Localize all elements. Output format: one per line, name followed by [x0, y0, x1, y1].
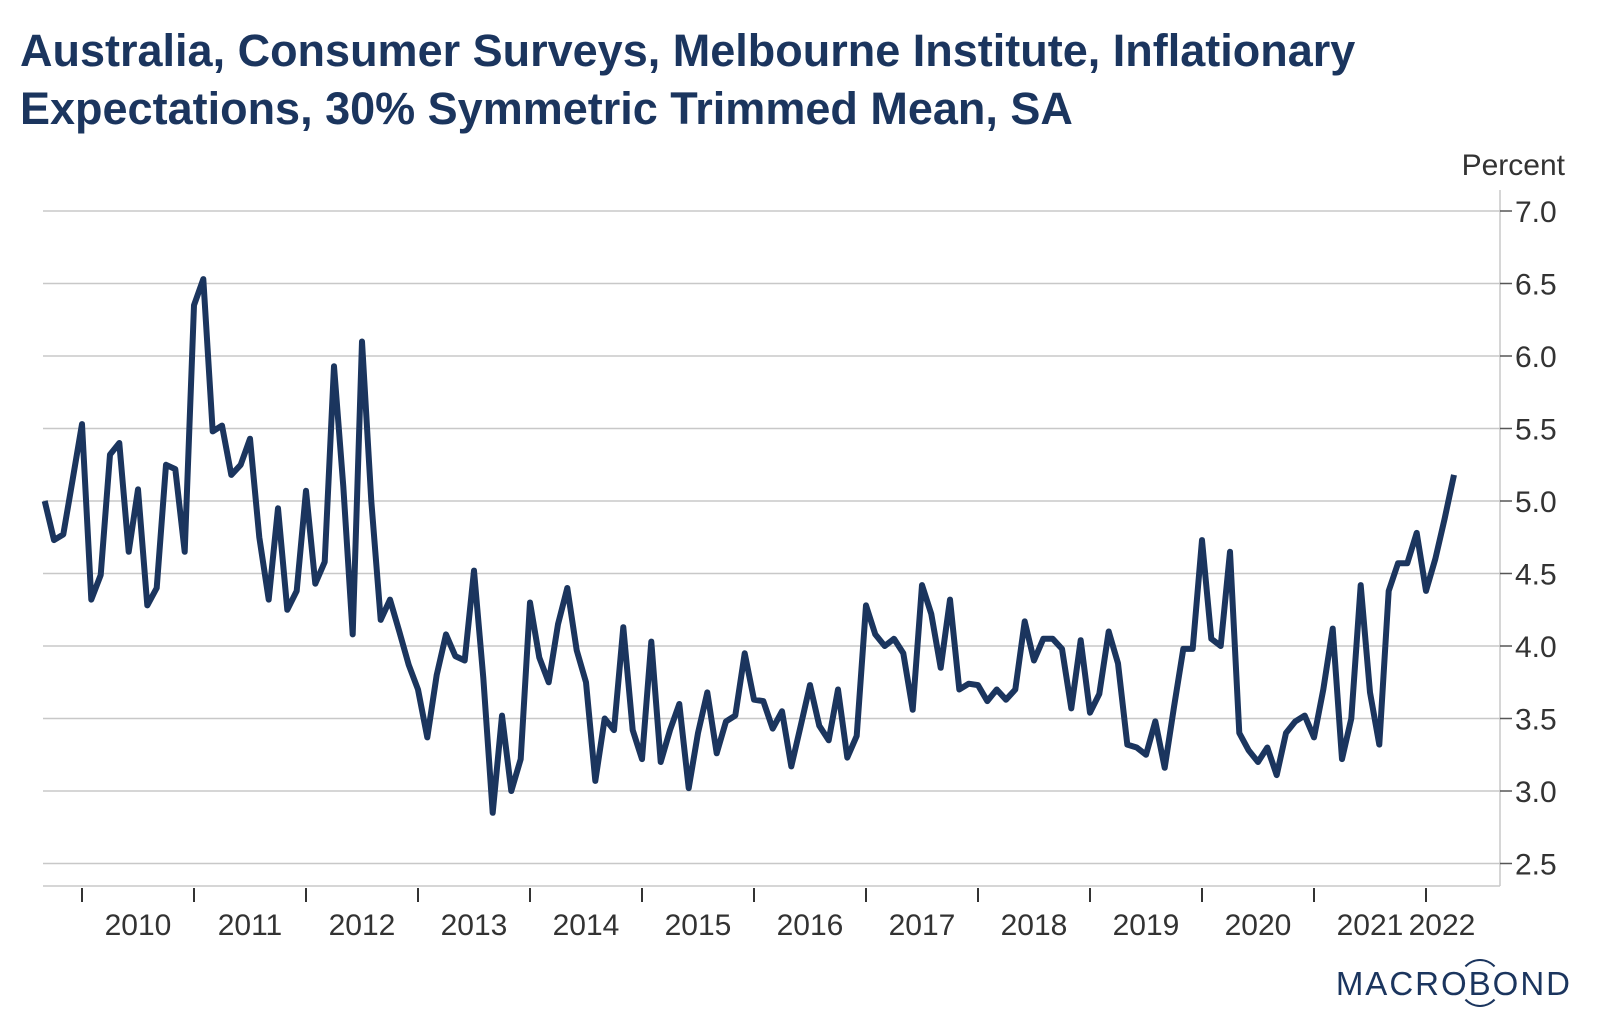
- x-tick-label: 2018: [1001, 909, 1068, 942]
- logo-arc-icon: [1457, 959, 1502, 1007]
- x-tick-label: 2013: [441, 909, 508, 942]
- y-tick-label: 7.0: [1515, 196, 1557, 229]
- x-tick-label: 2017: [889, 909, 956, 942]
- y-axis-unit-label: Percent: [1462, 149, 1566, 182]
- chart-title: Australia, Consumer Surveys, Melbourne I…: [20, 25, 1356, 134]
- logo-text: MACROBOND: [1335, 965, 1572, 1002]
- y-tick-label: 6.5: [1515, 269, 1557, 302]
- series-layer: [41, 276, 1457, 816]
- series-line: [41, 276, 1457, 816]
- x-tick-label: 2019: [1113, 909, 1180, 942]
- y-tick-label: 4.0: [1515, 631, 1557, 664]
- y-tick-label: 5.5: [1515, 414, 1557, 447]
- y-tick-label: 3.0: [1515, 776, 1557, 809]
- y-axis-ticks: 2.5 3.0 3.5 4.0 4.5 5.0 5.5 6.0 6.5 7.0: [1500, 196, 1557, 882]
- macrobond-logo: MACROBOND: [1335, 959, 1572, 1007]
- x-tick-label: 2020: [1225, 909, 1292, 942]
- x-tick-label: 2014: [553, 909, 620, 942]
- x-tick-label: 2015: [665, 909, 732, 942]
- axes: [43, 190, 1501, 887]
- y-tick-label: 4.5: [1515, 559, 1557, 592]
- x-tick-label: 2021: [1337, 909, 1404, 942]
- x-tick-label: 2016: [777, 909, 844, 942]
- x-axis-ticks: 2010 2011 2012 2013 2014 2015 2016 2017 2018 2019…: [81, 888, 1476, 942]
- x-tick-label: 2011: [218, 909, 283, 942]
- y-tick-label: 6.0: [1515, 341, 1557, 374]
- x-tick-label: 2010: [105, 909, 172, 942]
- x-tick-label: 2012: [329, 909, 396, 942]
- y-tick-label: 2.5: [1515, 849, 1557, 882]
- y-tick-label: 3.5: [1515, 704, 1557, 737]
- x-tick-label: 2022: [1409, 909, 1476, 942]
- y-tick-label: 5.0: [1515, 486, 1557, 519]
